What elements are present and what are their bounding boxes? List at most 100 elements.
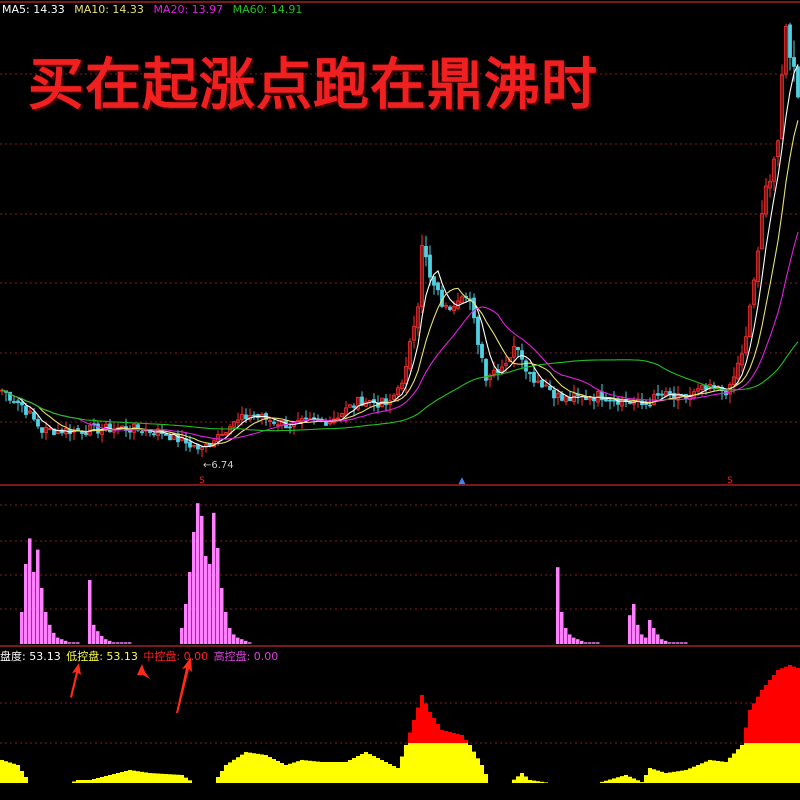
- candle-body: [340, 413, 344, 418]
- control-bar: [592, 642, 596, 644]
- low-control-bar: [12, 763, 16, 783]
- candle-body: [304, 417, 308, 420]
- low-control-bar: [352, 758, 356, 783]
- low-control-bar: [728, 757, 732, 783]
- low-control-bar: [480, 765, 484, 783]
- candle-body: [400, 382, 404, 389]
- low-control-bar: [220, 771, 224, 783]
- candle-body: [796, 66, 800, 98]
- control-bar: [204, 556, 208, 644]
- low-control-bar: [108, 774, 112, 783]
- candle-body: [352, 405, 356, 408]
- low-control-bar: [324, 762, 328, 783]
- low-control-bar: [284, 765, 288, 783]
- candle-body: [192, 444, 196, 447]
- low-control-bar: [428, 743, 432, 783]
- low-control-bar: [332, 762, 336, 783]
- control-bar: [636, 624, 640, 644]
- low-control-bar: [408, 743, 412, 783]
- candle-body: [12, 401, 16, 403]
- candle-body: [476, 316, 480, 345]
- low-control-bar: [100, 776, 104, 783]
- high-control-bar: [744, 727, 748, 744]
- candle-body: [656, 393, 660, 396]
- low-control-bar: [440, 743, 444, 783]
- arrow-annotation: [176, 657, 192, 713]
- control-bar: [236, 637, 240, 644]
- candle-body: [384, 398, 388, 406]
- low-control-bar: [240, 754, 244, 783]
- candle-body: [528, 372, 532, 374]
- candle-body: [52, 428, 56, 435]
- high-control-bar: [456, 733, 460, 744]
- candle-body: [504, 363, 508, 366]
- low-control-bar: [740, 744, 744, 783]
- low-control-bar: [448, 743, 452, 783]
- low-control-bar: [128, 770, 132, 783]
- low-control-bar: [312, 761, 316, 783]
- low-control-bar: [624, 774, 628, 783]
- low-control-bar: [72, 781, 76, 783]
- control-bar: [580, 640, 584, 644]
- low-control-bar: [748, 743, 752, 783]
- candle-body: [556, 392, 560, 399]
- low-control-bar: [700, 763, 704, 783]
- low-control-bar: [180, 774, 184, 783]
- low-control-bar: [132, 770, 136, 783]
- candle-body: [544, 384, 548, 387]
- low-control-bar: [376, 758, 380, 783]
- low-control-bar: [304, 760, 308, 783]
- high-control-bar: [788, 665, 792, 744]
- low-control-bar: [368, 754, 372, 783]
- low-control-bar: [88, 780, 92, 783]
- candle-body: [196, 444, 200, 450]
- low-control-bar: [712, 760, 716, 783]
- control-bar: [556, 567, 560, 644]
- low-control-bar: [524, 776, 528, 783]
- candle-body: [44, 426, 48, 433]
- control-bar: [100, 636, 104, 644]
- candle-body: [436, 282, 440, 291]
- candle-body: [732, 376, 736, 386]
- high-control-bar: [428, 711, 432, 744]
- control-bar: [664, 640, 668, 644]
- high-control-bar: [460, 735, 464, 744]
- candle-body: [600, 391, 604, 401]
- candle-body: [484, 358, 488, 381]
- candle-body: [756, 250, 760, 282]
- candle-body: [776, 140, 780, 157]
- low-control-bar: [648, 768, 652, 783]
- control-bar: [656, 634, 660, 644]
- low-control-bar: [336, 762, 340, 783]
- low-control-bar: [364, 752, 368, 783]
- low-control-bar: [260, 754, 264, 783]
- candle-body: [512, 346, 516, 358]
- high-control-bar: [752, 703, 756, 744]
- low-control-bar: [736, 749, 740, 783]
- high-control-bar: [796, 668, 800, 744]
- ma20-label: MA20: 13.97: [153, 3, 224, 16]
- control-bar: [40, 588, 44, 644]
- candle-body: [784, 25, 788, 75]
- candle-body: [32, 411, 36, 420]
- candle-body: [36, 419, 40, 427]
- low-control-bar: [528, 780, 532, 783]
- low-control-bar: [168, 774, 172, 783]
- candle-body: [752, 279, 756, 305]
- low-control-bar: [328, 762, 332, 783]
- candle-body: [432, 276, 436, 286]
- candle-body: [540, 379, 544, 388]
- candle-body: [244, 414, 248, 420]
- candle-body: [620, 398, 624, 407]
- candle-body: [780, 74, 784, 140]
- low-control-bar: [620, 776, 624, 783]
- signal-marker: S: [727, 476, 733, 486]
- low-control-bar: [432, 743, 436, 783]
- candle-body: [216, 434, 220, 443]
- low-control-bar: [780, 743, 784, 783]
- candle-body: [604, 398, 608, 402]
- low-control-bar: [612, 778, 616, 783]
- low-control-bar: [388, 764, 392, 783]
- headline: 买在起涨点跑在鼎沸时: [28, 53, 598, 118]
- control-bar: [572, 637, 576, 644]
